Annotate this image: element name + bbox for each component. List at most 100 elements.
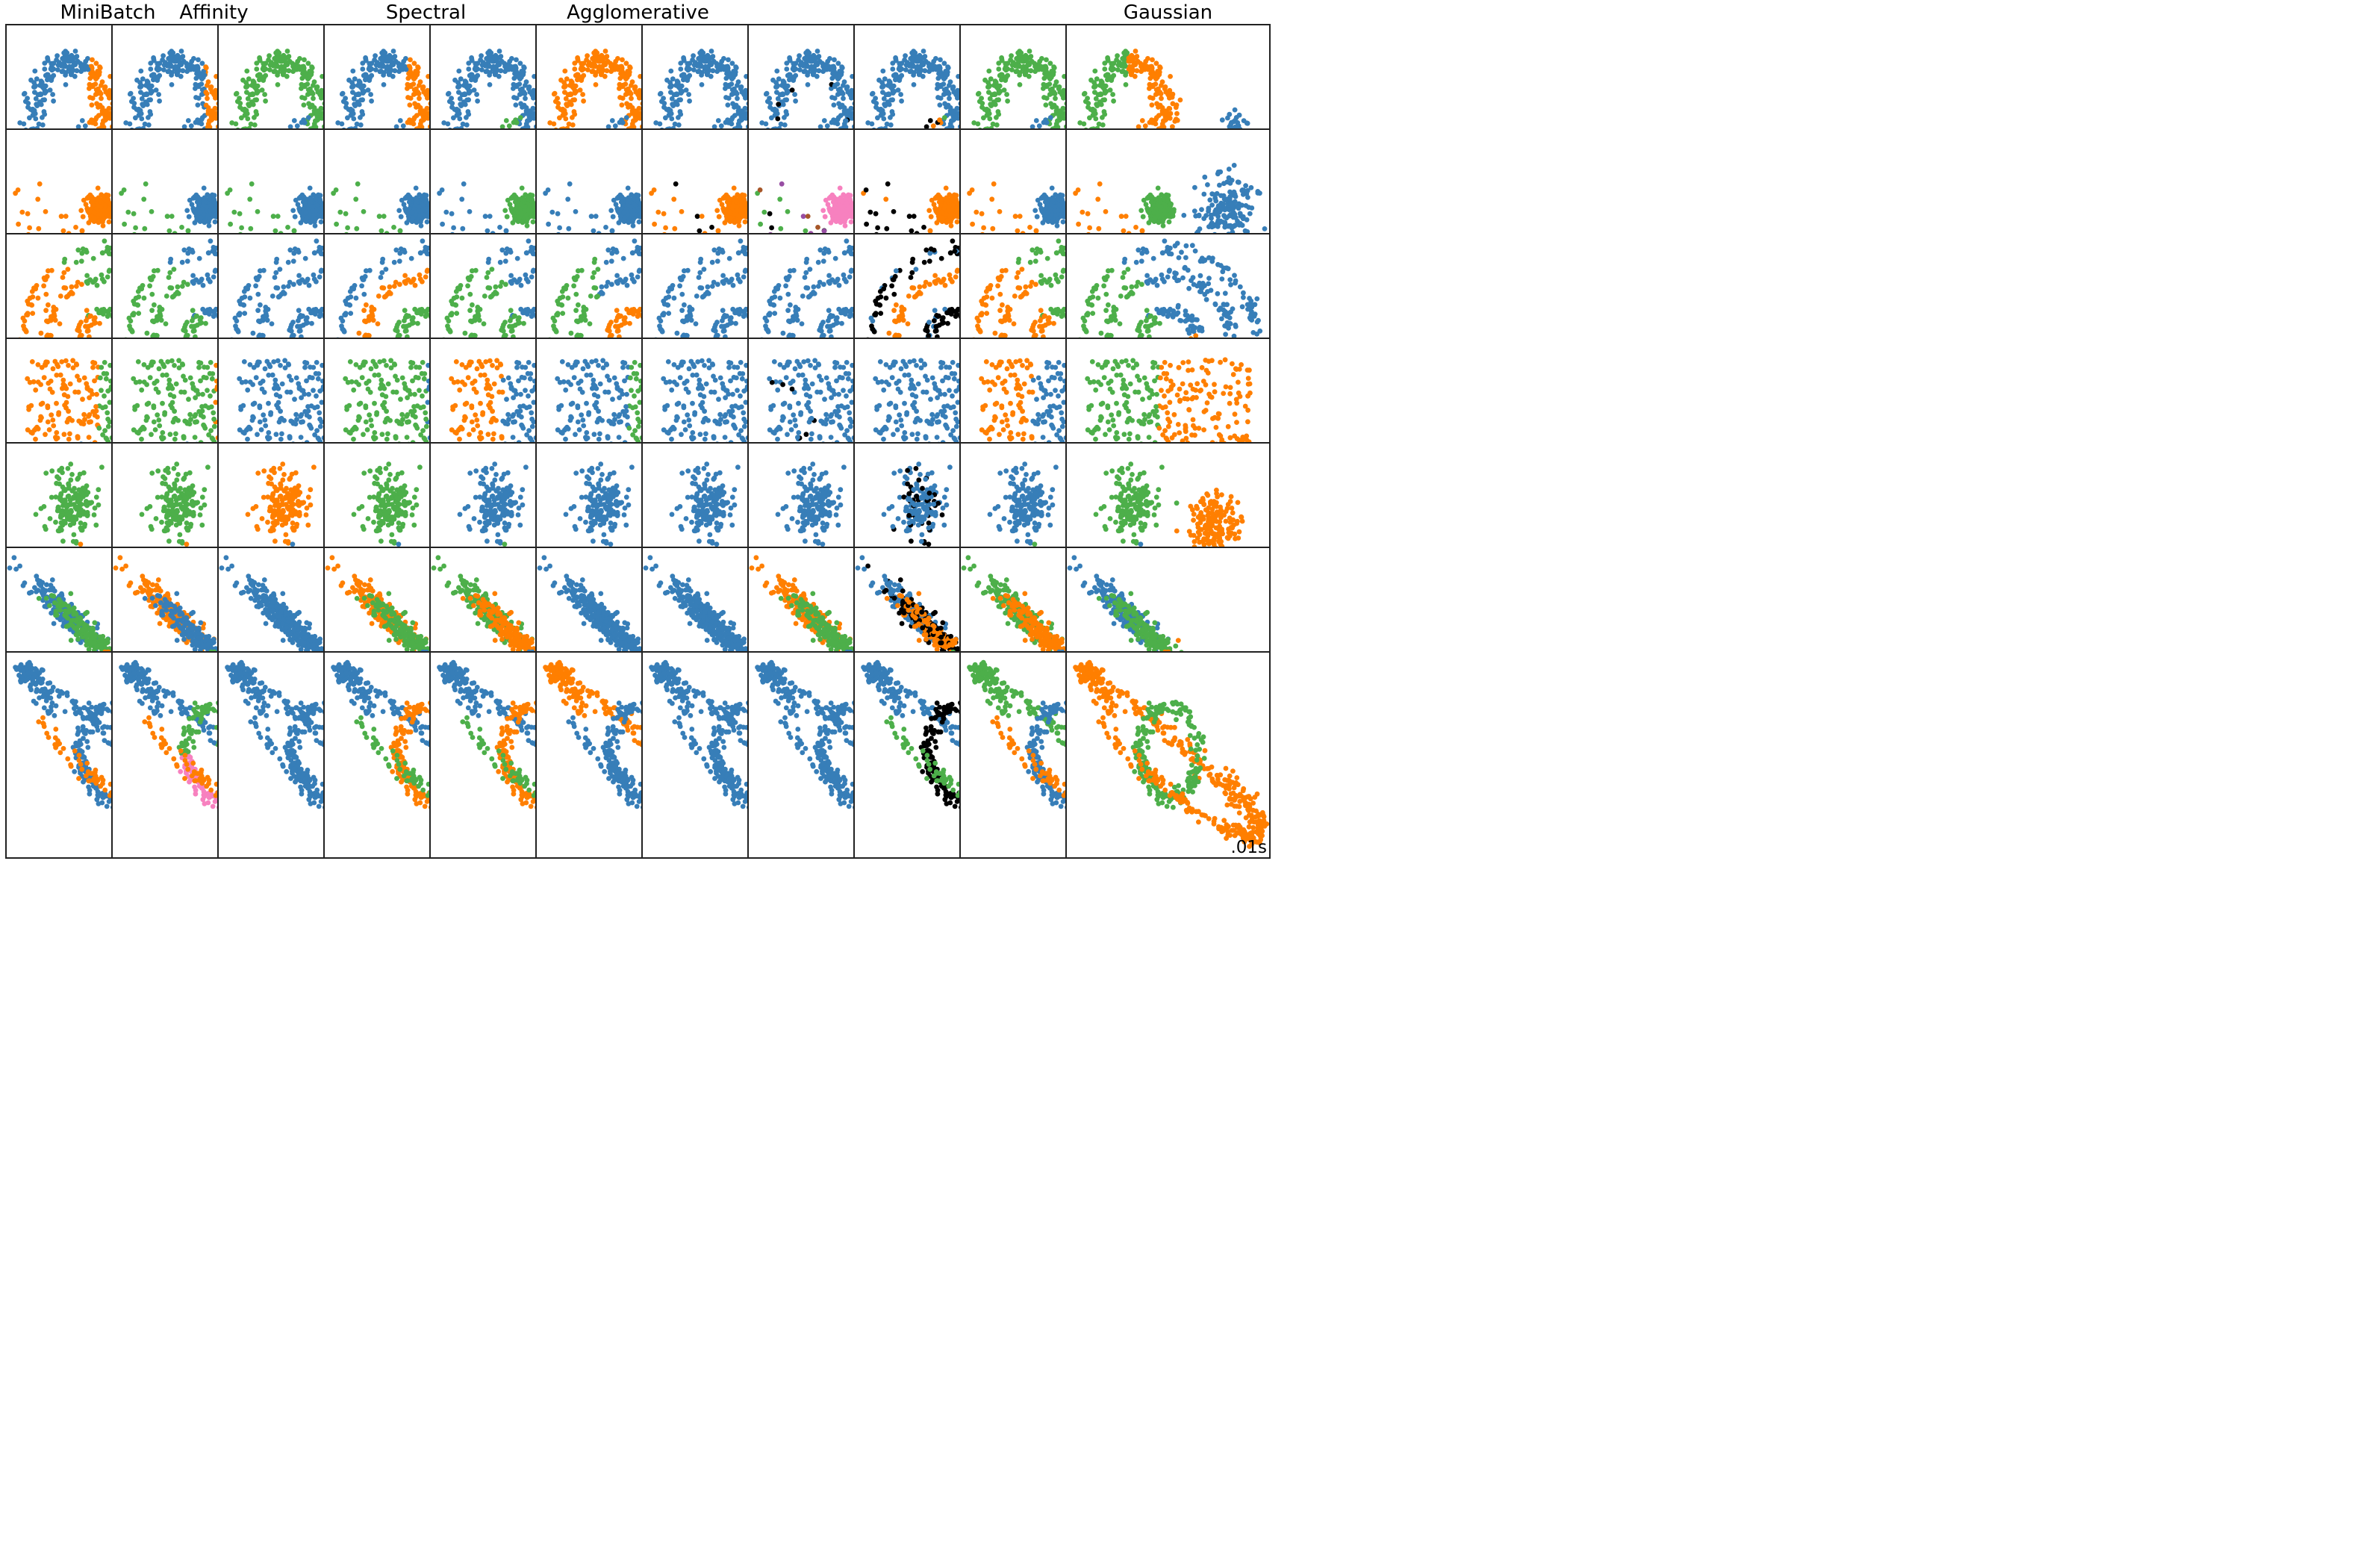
data-point bbox=[841, 83, 846, 88]
data-point bbox=[893, 77, 898, 83]
data-point bbox=[415, 90, 421, 95]
data-point bbox=[178, 73, 184, 79]
data-point bbox=[633, 90, 639, 95]
data-point bbox=[976, 99, 982, 105]
data-point bbox=[880, 68, 886, 74]
data-point bbox=[441, 120, 447, 125]
data-point bbox=[378, 68, 384, 74]
data-point bbox=[246, 76, 252, 82]
data-point bbox=[456, 90, 461, 95]
data-point bbox=[72, 73, 78, 79]
data-point bbox=[479, 53, 484, 59]
data-point bbox=[921, 55, 927, 60]
data-point bbox=[503, 118, 509, 123]
data-point bbox=[926, 69, 932, 74]
data-point bbox=[931, 58, 937, 64]
data-point bbox=[1004, 92, 1009, 97]
data-point bbox=[895, 87, 901, 93]
data-point bbox=[947, 96, 952, 102]
data-point bbox=[708, 73, 714, 79]
data-point bbox=[945, 65, 951, 71]
data-point bbox=[839, 65, 845, 71]
data-point bbox=[83, 58, 89, 64]
data-point bbox=[153, 87, 159, 93]
data-point bbox=[267, 67, 272, 72]
data-point bbox=[623, 115, 629, 120]
data-point bbox=[82, 123, 88, 129]
data-point bbox=[128, 99, 134, 105]
data-point bbox=[179, 55, 185, 60]
data-point bbox=[199, 60, 205, 66]
data-point bbox=[195, 117, 200, 123]
data-point bbox=[523, 83, 528, 88]
data-point bbox=[491, 55, 497, 60]
data-point bbox=[21, 121, 27, 127]
data-point bbox=[498, 68, 504, 74]
data-point bbox=[735, 96, 740, 102]
data-point bbox=[514, 57, 519, 63]
data-point bbox=[34, 102, 40, 107]
data-point bbox=[789, 87, 795, 93]
data-point bbox=[841, 96, 846, 102]
data-point bbox=[951, 108, 956, 114]
data-point bbox=[1018, 51, 1024, 57]
data-point bbox=[162, 60, 168, 65]
data-point bbox=[256, 72, 262, 78]
data-point bbox=[920, 60, 926, 66]
data-point bbox=[396, 69, 402, 74]
data-point bbox=[209, 108, 214, 114]
data-point bbox=[517, 60, 523, 66]
data-point bbox=[938, 57, 943, 63]
data-point bbox=[675, 79, 681, 85]
data-point bbox=[74, 68, 80, 74]
data-point bbox=[511, 95, 517, 100]
data-point bbox=[793, 98, 798, 104]
data-point bbox=[521, 102, 527, 108]
data-point bbox=[21, 91, 27, 97]
data-point bbox=[774, 68, 780, 74]
data-point bbox=[457, 116, 463, 122]
data-point bbox=[381, 51, 387, 57]
data-point bbox=[97, 102, 103, 108]
data-point bbox=[451, 115, 456, 121]
data-point bbox=[49, 67, 54, 73]
data-point bbox=[408, 72, 414, 78]
data-point bbox=[1044, 57, 1049, 63]
data-point bbox=[1051, 90, 1057, 95]
data-point bbox=[585, 67, 591, 72]
data-point bbox=[246, 102, 252, 107]
data-point bbox=[782, 97, 788, 103]
data-point bbox=[1009, 67, 1015, 72]
data-point bbox=[792, 92, 797, 97]
data-point bbox=[869, 91, 875, 97]
data-point bbox=[419, 118, 425, 124]
data-point bbox=[390, 60, 396, 66]
data-point bbox=[63, 51, 69, 57]
data-point bbox=[1005, 98, 1010, 104]
data-point bbox=[904, 60, 910, 65]
data-point bbox=[1017, 72, 1022, 78]
data-point bbox=[94, 75, 100, 80]
data-point bbox=[814, 73, 820, 79]
data-point bbox=[1053, 83, 1058, 88]
data-point bbox=[142, 121, 148, 127]
data-point bbox=[831, 102, 837, 108]
data-point bbox=[726, 84, 732, 90]
data-point bbox=[562, 68, 568, 74]
data-point bbox=[354, 121, 360, 127]
data-point bbox=[876, 77, 882, 83]
data-point bbox=[358, 97, 364, 103]
data-point bbox=[668, 90, 673, 95]
data-point bbox=[309, 65, 315, 71]
data-point bbox=[480, 60, 486, 65]
data-point bbox=[257, 77, 262, 83]
data-point bbox=[1055, 118, 1061, 124]
data-point bbox=[1003, 75, 1009, 81]
data-point bbox=[45, 77, 50, 83]
data-point bbox=[101, 118, 107, 124]
data-point bbox=[911, 72, 916, 78]
data-point bbox=[898, 92, 903, 97]
data-point bbox=[311, 83, 316, 88]
data-point bbox=[350, 111, 356, 116]
data-point bbox=[809, 55, 815, 60]
